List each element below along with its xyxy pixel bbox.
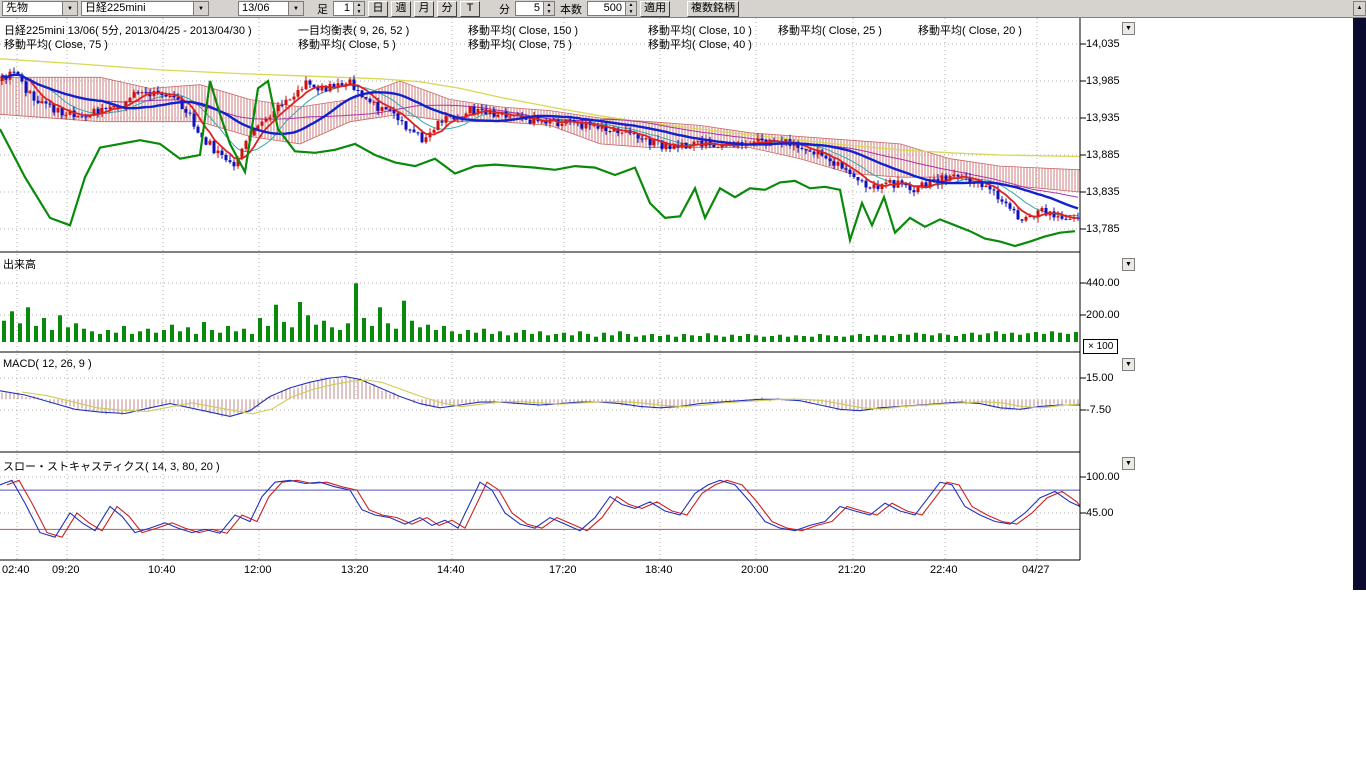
volume-panel-title: 出来高: [3, 256, 36, 272]
price-axis-label: 13,885: [1086, 149, 1120, 161]
volume-axis-label: 440.00: [1086, 277, 1120, 289]
bar-count-label: 本数: [560, 1, 582, 17]
bar-count-value: 500: [588, 2, 625, 15]
price-axis-label: 13,835: [1086, 186, 1120, 198]
spin-down-icon[interactable]: ▼: [354, 9, 364, 16]
macd-axis-label: -7.50: [1086, 404, 1111, 416]
period-tick-button[interactable]: T: [460, 1, 480, 17]
time-axis-label: 02:40: [2, 564, 30, 576]
legend-ma75a: 移動平均( Close, 75 ): [4, 36, 108, 52]
minute-spinner[interactable]: 5 ▲▼: [515, 1, 555, 16]
contract-value: 13/06: [239, 2, 288, 15]
period-week-button[interactable]: 週: [391, 1, 411, 17]
spin-down-icon[interactable]: ▼: [626, 9, 636, 16]
time-axis-label: 22:40: [930, 564, 958, 576]
period-month-button[interactable]: 月: [414, 1, 434, 17]
time-axis-label: 04/27: [1022, 564, 1050, 576]
minute-label: 分: [499, 1, 510, 17]
chevron-down-icon[interactable]: ▼: [62, 2, 77, 15]
time-axis-label: 13:20: [341, 564, 369, 576]
scrollbar-up-button[interactable]: ▲: [1353, 1, 1366, 16]
price-axis-label: 13,985: [1086, 75, 1120, 87]
chart-canvas[interactable]: [0, 18, 1140, 580]
volume-multiplier-badge: × 100: [1083, 339, 1118, 354]
panel-menu-dropdown-button[interactable]: ▼: [1122, 258, 1135, 271]
time-axis-label: 09:20: [52, 564, 80, 576]
price-axis-label: 13,935: [1086, 112, 1120, 124]
category-dropdown[interactable]: 先物 ▼: [2, 1, 78, 16]
stochastics-axis-label: 100.00: [1086, 471, 1120, 483]
bar-interval-spinner[interactable]: 1 ▲▼: [333, 1, 365, 16]
legend-ma5: 移動平均( Close, 5 ): [298, 36, 396, 52]
legend-ma40: 移動平均( Close, 40 ): [648, 36, 752, 52]
apply-button[interactable]: 適用: [640, 1, 670, 17]
period-day-button[interactable]: 日: [368, 1, 388, 17]
volume-axis-label: 200.00: [1086, 309, 1120, 321]
category-value: 先物: [3, 2, 62, 15]
time-axis-label: 17:20: [549, 564, 577, 576]
price-axis-label: 14,035: [1086, 38, 1120, 50]
bar-type-label: 足: [317, 1, 328, 17]
symbol-dropdown[interactable]: 日経225mini ▼: [81, 1, 209, 16]
chevron-down-icon[interactable]: ▼: [288, 2, 303, 15]
time-axis-label: 12:00: [244, 564, 272, 576]
symbol-value: 日経225mini: [82, 2, 193, 15]
bar-count-spinner[interactable]: 500 ▲▼: [587, 1, 637, 16]
chevron-glyph: ▼: [67, 6, 73, 12]
period-minute-button[interactable]: 分: [437, 1, 457, 17]
time-axis-label: 20:00: [741, 564, 769, 576]
time-axis-label: 14:40: [437, 564, 465, 576]
time-axis-label: 10:40: [148, 564, 176, 576]
vertical-scrollbar[interactable]: [1353, 18, 1366, 590]
legend-ma25: 移動平均( Close, 25 ): [778, 22, 882, 38]
minute-value: 5: [516, 2, 543, 15]
toolbar: 先物 ▼ 日経225mini ▼ 13/06 ▼ 足 1 ▲▼ 日 週 月 分 …: [0, 0, 1366, 18]
macd-panel-title: MACD( 12, 26, 9 ): [3, 358, 92, 370]
macd-axis-label: 15.00: [1086, 372, 1114, 384]
time-axis-label: 18:40: [645, 564, 673, 576]
legend-ma75b: 移動平均( Close, 75 ): [468, 36, 572, 52]
chevron-down-icon[interactable]: ▼: [193, 2, 208, 15]
contract-month-dropdown[interactable]: 13/06 ▼: [238, 1, 304, 16]
price-axis-label: 13,785: [1086, 223, 1120, 235]
chart-area: 日経225mini 13/06( 5分, 2013/04/25 - 2013/0…: [0, 18, 1353, 598]
spin-down-icon[interactable]: ▼: [544, 9, 554, 16]
multi-symbol-button[interactable]: 複数銘柄: [687, 1, 739, 17]
panel-menu-dropdown-button[interactable]: ▼: [1122, 22, 1135, 35]
legend-ma20: 移動平均( Close, 20 ): [918, 22, 1022, 38]
bar-interval-value: 1: [334, 2, 353, 15]
time-axis-label: 21:20: [838, 564, 866, 576]
panel-menu-dropdown-button[interactable]: ▼: [1122, 358, 1135, 371]
stochastics-axis-label: 45.00: [1086, 507, 1114, 519]
stochastics-panel-title: スロー・ストキャスティクス( 14, 3, 80, 20 ): [3, 458, 220, 474]
panel-menu-dropdown-button[interactable]: ▼: [1122, 457, 1135, 470]
chevron-glyph: ▼: [198, 6, 204, 12]
scroll-up-icon: ▲: [1357, 5, 1363, 11]
chevron-glyph: ▼: [293, 6, 299, 12]
